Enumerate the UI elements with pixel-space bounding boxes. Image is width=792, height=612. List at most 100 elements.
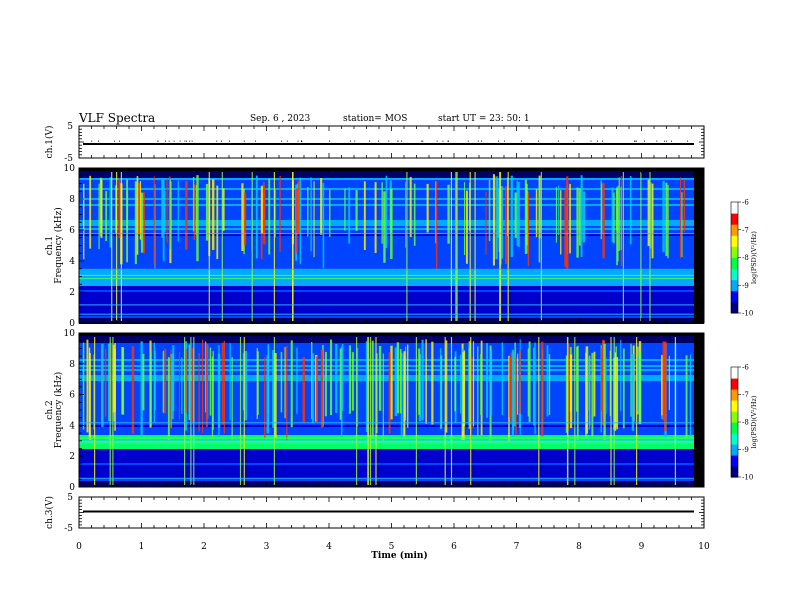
sferic-streak	[683, 179, 686, 232]
sferic-streak	[105, 190, 108, 242]
colorbar-segment	[731, 389, 738, 393]
colorbar-segment	[731, 215, 738, 220]
sferic-streak	[486, 343, 488, 418]
sferic-streak	[178, 351, 180, 420]
sferic-streak	[339, 348, 342, 420]
sferic-streak	[500, 186, 504, 259]
spectrogram-band	[79, 469, 704, 471]
spectrogram-band	[79, 286, 704, 288]
colorbar-segment	[731, 204, 738, 209]
spike-line	[538, 337, 540, 485]
sferic-streak	[134, 181, 137, 265]
colorbar-segment	[731, 380, 738, 385]
carrier-line	[79, 313, 694, 315]
sferic-streak	[356, 348, 359, 427]
spike-line	[369, 337, 372, 485]
colorbar-segment	[731, 427, 738, 431]
sferic-streak	[631, 354, 635, 431]
sferic-streak	[462, 352, 465, 440]
spike-line	[444, 337, 446, 485]
colorbar-segment	[731, 268, 738, 272]
sferic-streak	[524, 179, 527, 254]
spike-line	[292, 172, 294, 321]
spike-line	[190, 337, 192, 485]
spike-line	[540, 172, 542, 321]
sferic-streak	[501, 342, 504, 415]
spike-line	[109, 337, 111, 485]
sferic-streak	[400, 352, 403, 438]
sferic-streak	[149, 352, 152, 427]
sferic-streak	[388, 352, 391, 434]
sferic-streak	[231, 357, 233, 440]
spectrogram-band	[79, 445, 704, 447]
sferic-streak	[651, 183, 654, 259]
colorbar-segment	[731, 296, 738, 300]
sferic-streak	[340, 346, 343, 437]
sferic-streak	[330, 339, 333, 416]
sferic-streak	[516, 180, 518, 246]
sferic-streak	[216, 185, 219, 260]
colorbar-segment	[731, 460, 738, 464]
sferic-streak	[348, 345, 351, 414]
sferic-streak	[593, 351, 596, 417]
spectrogram-band	[79, 455, 704, 457]
sferic-streak	[409, 176, 412, 237]
colorbar-segment	[731, 218, 738, 222]
sferic-streak	[344, 188, 346, 231]
spike-line	[112, 337, 114, 485]
colorbar-label: log(PSD)(V²/Hz)	[750, 231, 758, 284]
spike-line	[574, 337, 576, 485]
sferic-streak	[435, 181, 437, 244]
spike-line	[674, 337, 676, 485]
spectrogram-band	[79, 339, 704, 341]
sferic-streak	[286, 346, 288, 441]
y-tick-label: 5	[67, 493, 73, 503]
sferic-streak	[244, 351, 248, 421]
colorbar-segment	[731, 265, 738, 270]
sferic-streak	[315, 356, 318, 421]
sferic-streak	[104, 348, 107, 417]
spike-line	[507, 172, 509, 321]
spectrogram-band	[79, 431, 704, 433]
sferic-streak	[406, 344, 409, 428]
sferic-streak	[664, 341, 667, 432]
sferic-streak	[131, 346, 135, 434]
colorbar-segment	[731, 449, 738, 453]
sferic-streak	[311, 342, 313, 419]
sferic-streak	[320, 178, 323, 235]
spectrogram-band	[79, 473, 704, 475]
sferic-streak	[296, 347, 298, 414]
sferic-streak	[495, 176, 498, 260]
sferic-streak	[528, 341, 531, 422]
sferic-streak	[418, 348, 421, 415]
carrier-line	[79, 278, 694, 280]
sferic-streak	[611, 187, 614, 243]
sferic-streak	[212, 351, 214, 430]
sferic-streak	[413, 183, 416, 246]
spectrogram-band	[79, 272, 704, 274]
sferic-streak	[426, 183, 429, 233]
x-tick-label: 7	[514, 542, 520, 552]
colorbar-segment	[731, 424, 738, 429]
spike-line	[450, 172, 452, 321]
spectrogram-band	[79, 292, 704, 294]
colorbar-segment	[731, 413, 738, 418]
sferic-streak	[164, 348, 167, 414]
colorbar-segment	[731, 435, 738, 440]
colorbar-segment	[731, 263, 738, 267]
sferic-streak	[485, 191, 487, 255]
sferic-streak	[616, 187, 618, 231]
spectrogram-band	[79, 433, 704, 435]
spectrogram-band	[79, 423, 704, 425]
spectrogram-band	[79, 451, 704, 453]
y-axis-label: ch.1	[45, 236, 55, 255]
sferic-streak	[390, 345, 393, 420]
sferic-streak	[302, 357, 305, 423]
x-tick-label: 8	[576, 542, 582, 552]
date-label: Sep. 6 , 2023	[250, 114, 311, 124]
spike-line	[474, 172, 476, 321]
sferic-streak	[143, 192, 145, 254]
spike-line	[470, 337, 472, 485]
sferic-streak	[662, 180, 665, 253]
